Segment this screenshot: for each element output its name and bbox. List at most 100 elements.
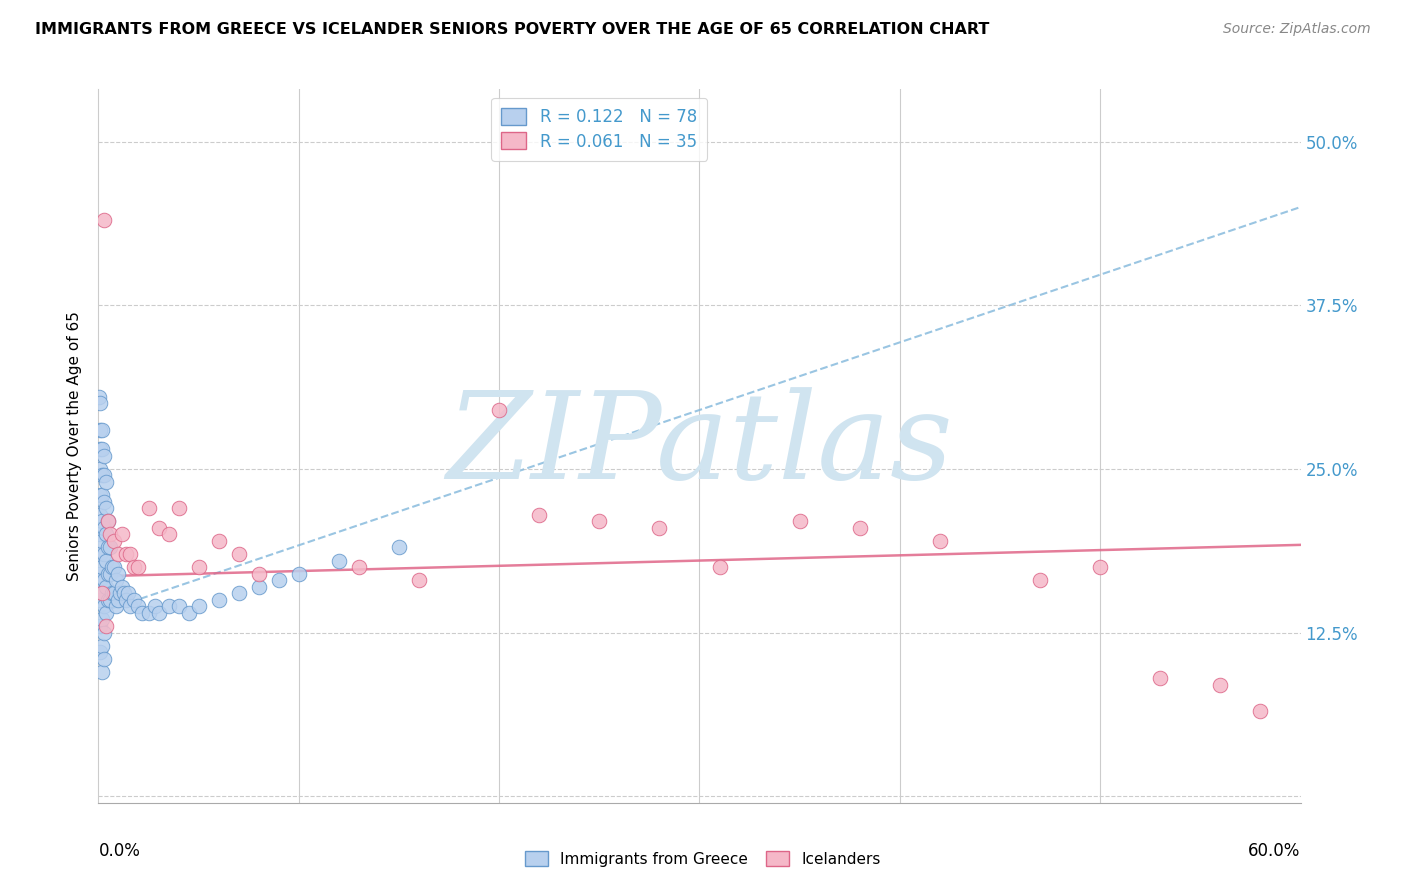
Point (91, 586, 114, 600)
Text: 60.0%: 60.0% (1249, 842, 1301, 860)
Point (93, 213, 115, 227)
Y-axis label: Seniors Poverty Over the Age of 65: Seniors Poverty Over the Age of 65 (67, 311, 83, 581)
Point (177, 606, 200, 620)
Point (131, 606, 153, 620)
Point (91, 442, 114, 457)
Point (288, 566, 311, 581)
Point (1029, 573, 1052, 587)
Point (115, 592, 138, 607)
Point (187, 599, 209, 614)
Point (96, 475, 118, 489)
Point (167, 501, 190, 516)
Point (111, 580, 134, 594)
Point (114, 586, 136, 600)
Point (91, 488, 114, 502)
Point (93, 449, 115, 463)
Point (105, 599, 128, 614)
Point (138, 501, 160, 516)
Point (228, 586, 250, 600)
Point (89, 488, 111, 502)
Point (247, 566, 270, 581)
Point (105, 573, 128, 587)
Point (91, 423, 114, 437)
Point (110, 586, 132, 600)
Point (101, 586, 124, 600)
Point (96, 580, 118, 594)
Point (208, 533, 231, 548)
Point (128, 560, 150, 574)
Point (100, 566, 122, 581)
Point (143, 599, 166, 614)
Point (93, 625, 115, 640)
Point (347, 560, 370, 574)
Point (96, 553, 118, 567)
Point (97, 541, 120, 555)
Point (96, 501, 118, 516)
Point (1250, 704, 1272, 718)
Point (247, 580, 270, 594)
Point (157, 527, 180, 541)
Point (267, 573, 290, 587)
Point (124, 560, 146, 574)
Point (93, 468, 115, 483)
Point (89, 423, 111, 437)
Point (93, 547, 115, 561)
Legend: Immigrants from Greece, Icelanders: Immigrants from Greece, Icelanders (519, 845, 887, 872)
Point (97, 514, 120, 528)
Point (1149, 672, 1171, 686)
Point (328, 553, 350, 567)
Point (93, 521, 115, 535)
Point (488, 403, 510, 417)
Point (96, 527, 118, 541)
Point (124, 592, 146, 607)
Point (91, 468, 114, 483)
Legend: R = 0.122   N = 78, R = 0.061   N = 35: R = 0.122 N = 78, R = 0.061 N = 35 (492, 97, 707, 161)
Point (117, 586, 139, 600)
Point (89, 527, 111, 541)
Point (96, 606, 118, 620)
Point (91, 665, 114, 679)
Point (89, 442, 111, 457)
Point (91, 514, 114, 528)
Point (89, 592, 111, 607)
Point (89, 462, 111, 476)
Point (89, 566, 111, 581)
Point (100, 592, 122, 607)
Point (588, 514, 610, 528)
Point (107, 547, 129, 561)
Point (91, 586, 114, 600)
Point (1088, 560, 1111, 574)
Text: 0.0%: 0.0% (98, 842, 141, 860)
Point (91, 560, 114, 574)
Point (89, 645, 111, 659)
Point (388, 541, 411, 555)
Point (208, 592, 231, 607)
Point (89, 619, 111, 633)
Point (89, 547, 111, 561)
Point (91, 612, 114, 626)
Point (648, 521, 671, 535)
Point (1209, 678, 1232, 692)
Text: IMMIGRANTS FROM GREECE VS ICELANDER SENIORS POVERTY OVER THE AGE OF 65 CORRELATI: IMMIGRANTS FROM GREECE VS ICELANDER SENI… (35, 22, 990, 37)
Point (157, 599, 180, 614)
Text: Source: ZipAtlas.com: Source: ZipAtlas.com (1223, 22, 1371, 37)
Point (91, 639, 114, 653)
Point (120, 599, 142, 614)
Point (115, 547, 138, 561)
Point (709, 560, 731, 574)
Point (849, 521, 872, 535)
Point (103, 586, 125, 600)
Point (93, 573, 115, 587)
Point (93, 599, 115, 614)
Point (89, 573, 111, 587)
Point (148, 606, 170, 620)
Point (91, 533, 114, 548)
Point (97, 592, 120, 607)
Point (97, 514, 120, 528)
Point (408, 573, 430, 587)
Point (89, 508, 111, 522)
Point (138, 606, 160, 620)
Point (97, 566, 120, 581)
Point (89, 390, 111, 404)
Point (107, 566, 129, 581)
